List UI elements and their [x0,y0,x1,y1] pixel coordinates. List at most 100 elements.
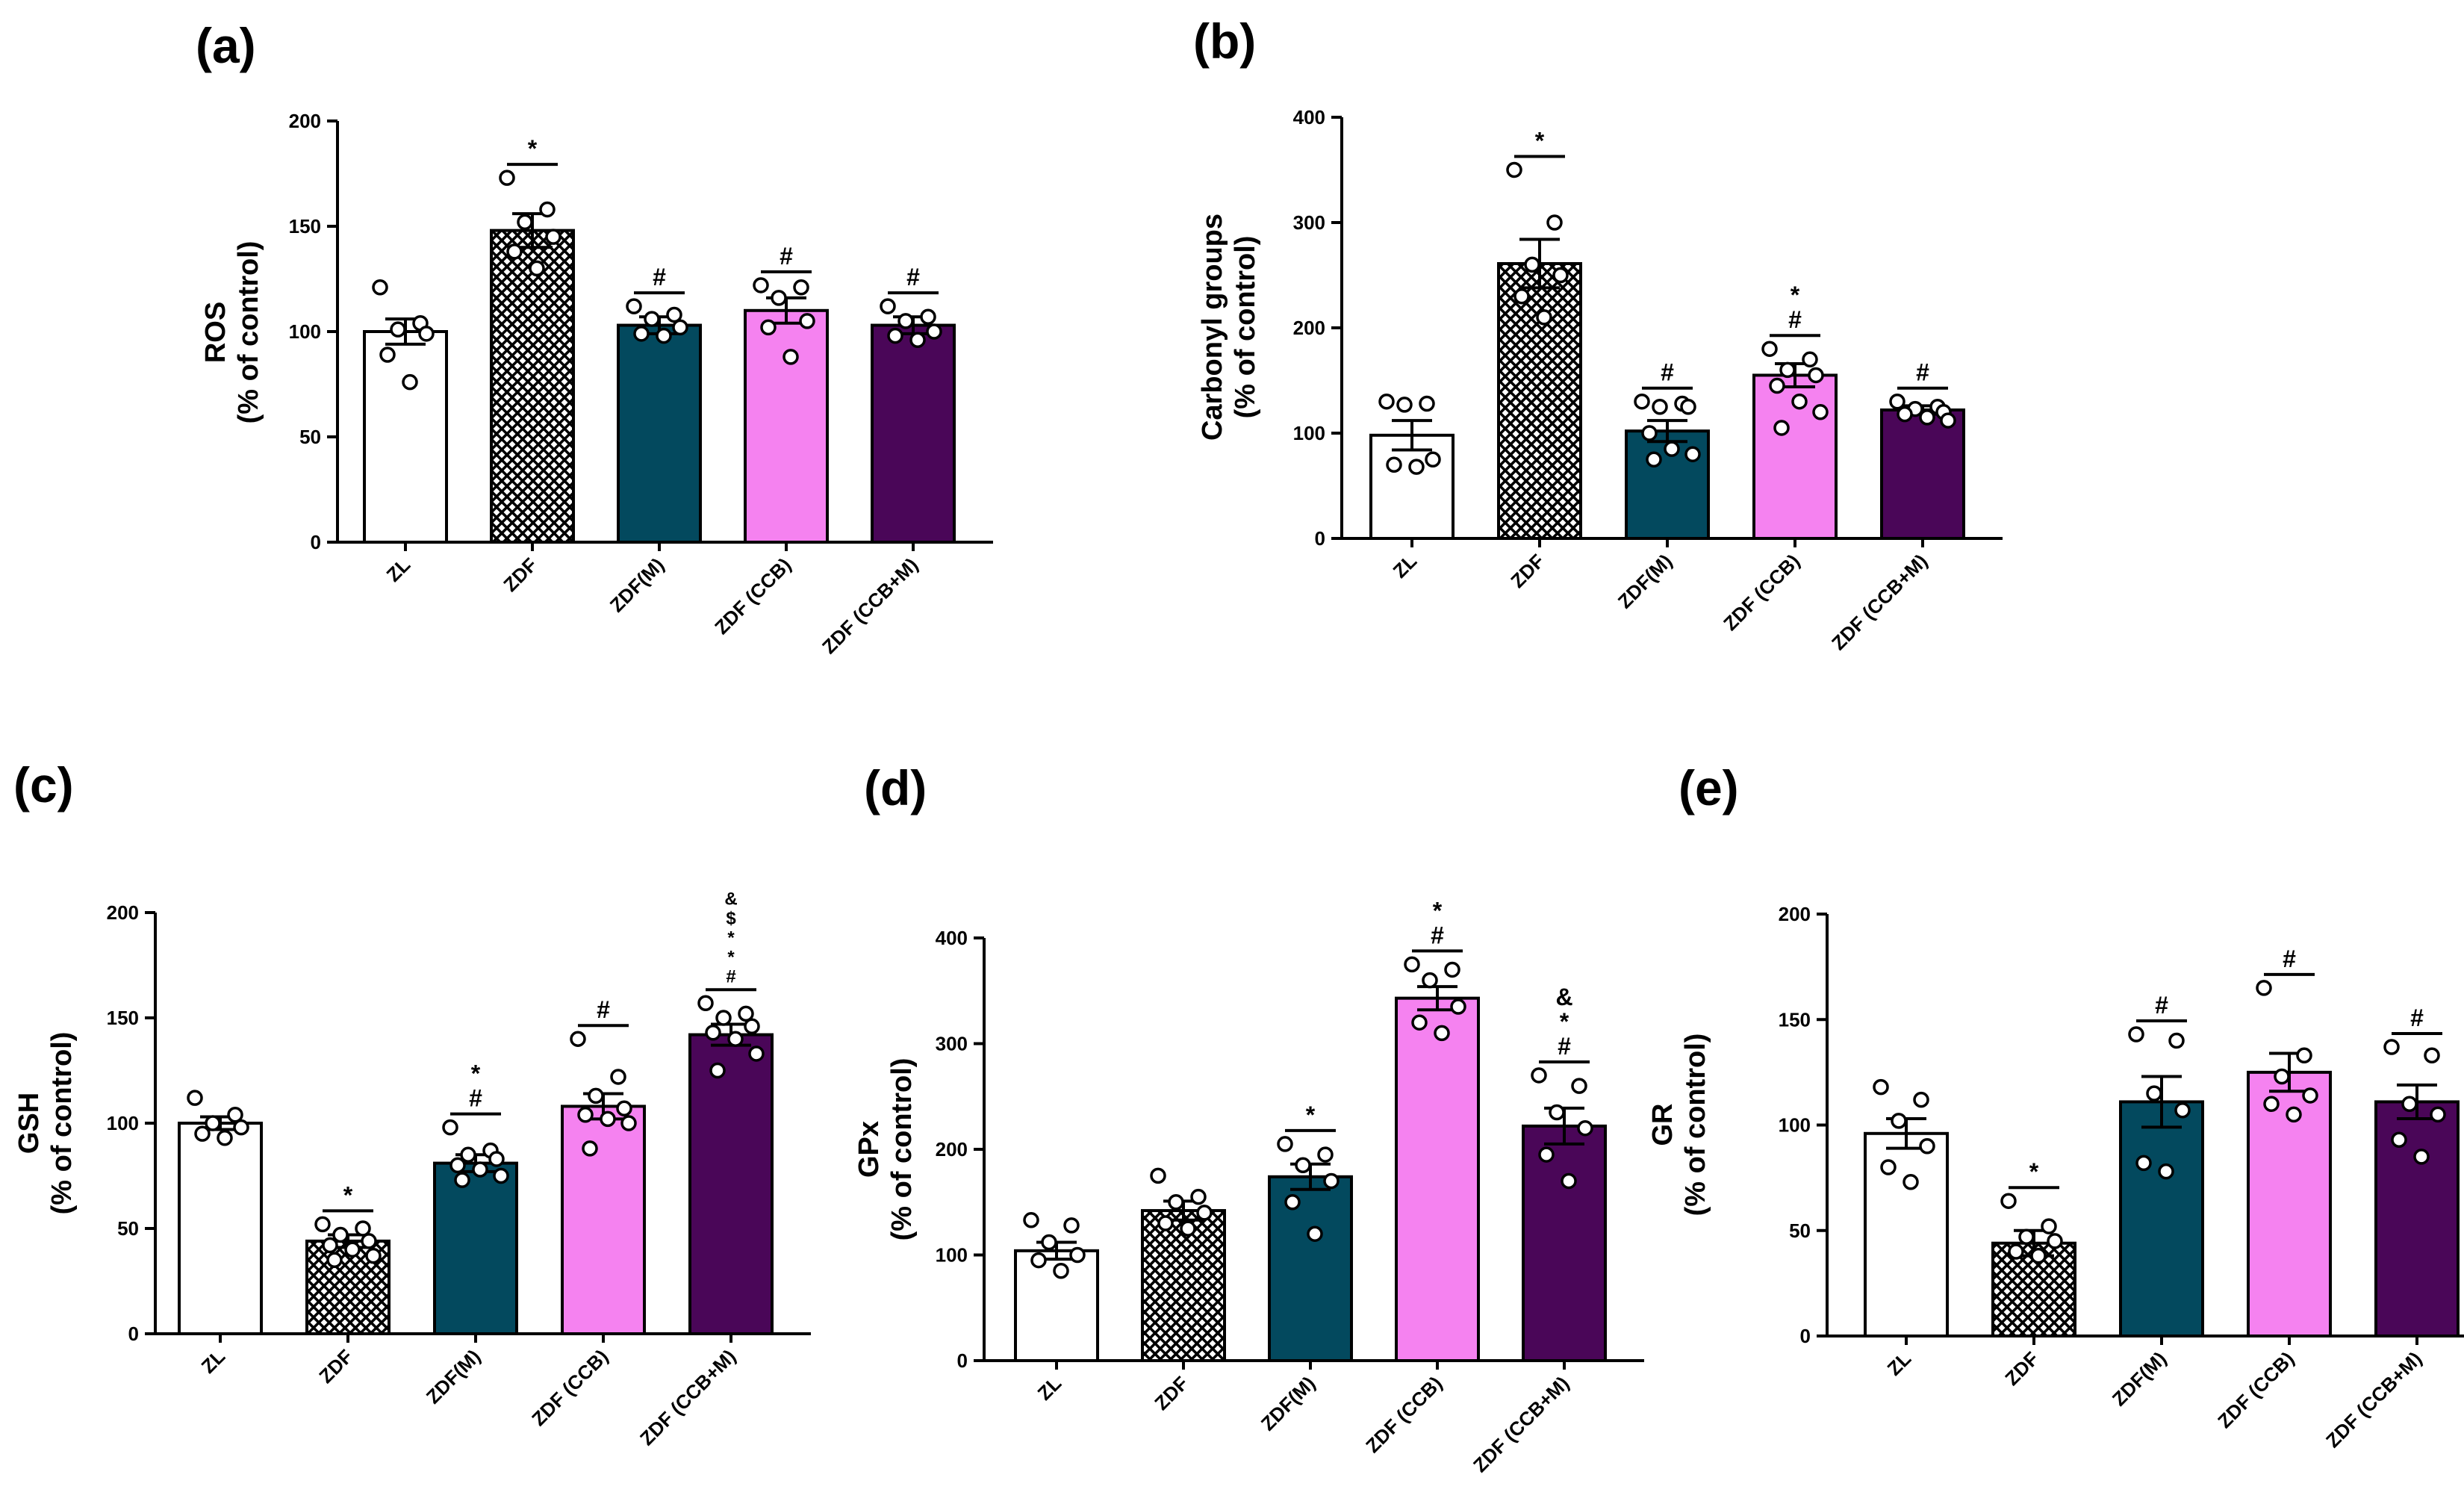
x-tick-label: ZL [382,553,415,586]
data-point [1386,456,1402,473]
y-tick-label: 50 [1789,1220,1811,1242]
y-axis-label: Carbonyl groups(% of control) [1197,214,1261,441]
data-point [2128,1026,2144,1043]
data-point [326,1252,343,1269]
significance-mark: # [597,996,610,1023]
data-point [499,170,515,186]
significance-mark: & [724,889,737,909]
data-point [442,1119,458,1136]
data-point [365,1247,382,1264]
data-point [760,319,777,336]
y-axis-label-line: (% of control) [1230,236,1261,419]
x-tick-label: ZDF(M) [422,1345,485,1408]
data-point [1634,393,1650,410]
data-point [2000,1193,2017,1209]
data-point [748,1045,765,1062]
significance-mark: * [471,1060,481,1087]
data-point [2168,1032,2185,1049]
data-point [1063,1217,1080,1234]
x-tick-label: ZDF (CCB) [1719,550,1804,635]
data-point [1425,451,1441,467]
data-point [2424,1047,2440,1064]
data-point [227,1106,243,1123]
data-point [1773,420,1790,436]
data-point [709,1062,726,1079]
data-point [620,1115,637,1131]
bar [744,308,829,544]
significance-mark: * [1791,282,1800,308]
data-point [783,349,799,365]
data-point [920,308,936,326]
data-point [582,1140,598,1157]
data-point [2008,1243,2024,1260]
significance-mark: * [1306,1102,1316,1128]
data-point [1641,425,1658,441]
data-point [1196,1205,1213,1221]
x-tick-label: ZDF [314,1345,357,1388]
data-point [1919,409,1935,426]
data-point [1652,399,1668,415]
x-tick-label: ZDF (CCB+M) [2321,1347,2426,1452]
bar [2119,1100,2204,1338]
data-point [1396,397,1413,413]
y-axis-label: GSH(% of control) [13,1032,78,1215]
y-tick-label: 150 [107,1007,139,1029]
y-tick-label: 400 [936,927,968,949]
data-point [588,1087,604,1104]
data-point [1277,1136,1293,1152]
data-point [887,327,903,344]
data-point [1404,956,1420,973]
data-point [1069,1246,1086,1264]
data-point [1680,399,1696,415]
data-point [727,1031,744,1047]
x-tick-label: ZDF (CCB) [710,553,795,639]
data-point [1284,1194,1301,1211]
data-point [1761,341,1778,357]
data-point [488,1151,505,1167]
data-point [1919,1138,1935,1155]
data-point [2401,1096,2418,1112]
data-point [793,279,809,296]
x-tick-label: ZL [1033,1372,1066,1405]
x-tick-label: ZDF (CCB+M) [818,553,922,658]
x-tick-label: ZDF (CCB+M) [1469,1372,1573,1476]
data-point [1030,1252,1047,1269]
data-point [1779,361,1796,379]
significance-mark: # [1661,359,1674,386]
data-point [372,279,388,296]
data-point [909,332,926,349]
significance-mark: * [2029,1158,2039,1185]
data-point [2174,1102,2191,1119]
panel-title-d: (d) [864,760,927,815]
data-point [1295,1157,1311,1173]
panel-title-e: (e) [1679,760,1739,815]
data-point [418,326,435,342]
data-point [1802,351,1818,368]
bar [1880,408,1965,540]
data-point [1812,404,1829,420]
x-tick-label: ZDF (CCB) [527,1345,612,1430]
significance-mark: * [1433,897,1443,924]
data-point [314,1216,331,1233]
y-tick-label: 200 [1293,317,1325,339]
significance-mark: * [343,1181,353,1208]
y-tick-label: 100 [107,1112,139,1134]
data-point [355,1220,371,1237]
x-tick-label: ZDF (CCB) [1361,1372,1446,1457]
data-point [1808,367,1824,384]
data-point [926,323,942,340]
significance-mark: $ [726,908,736,928]
data-point [2430,1106,2446,1123]
data-point [233,1119,249,1136]
data-point [880,298,896,314]
data-point [1561,1172,1577,1190]
y-axis-label-line: Carbonyl groups [1197,214,1228,441]
data-point [771,290,787,306]
bar [1497,261,1582,540]
chart-panel-b: 0 100 200 300 400 Carbonyl groups(% of contro… [1197,106,2003,654]
data-point [744,1018,760,1035]
data-point [600,1110,616,1128]
data-point [666,306,682,323]
y-tick-label: 0 [1800,1325,1811,1347]
data-point [472,1161,488,1178]
